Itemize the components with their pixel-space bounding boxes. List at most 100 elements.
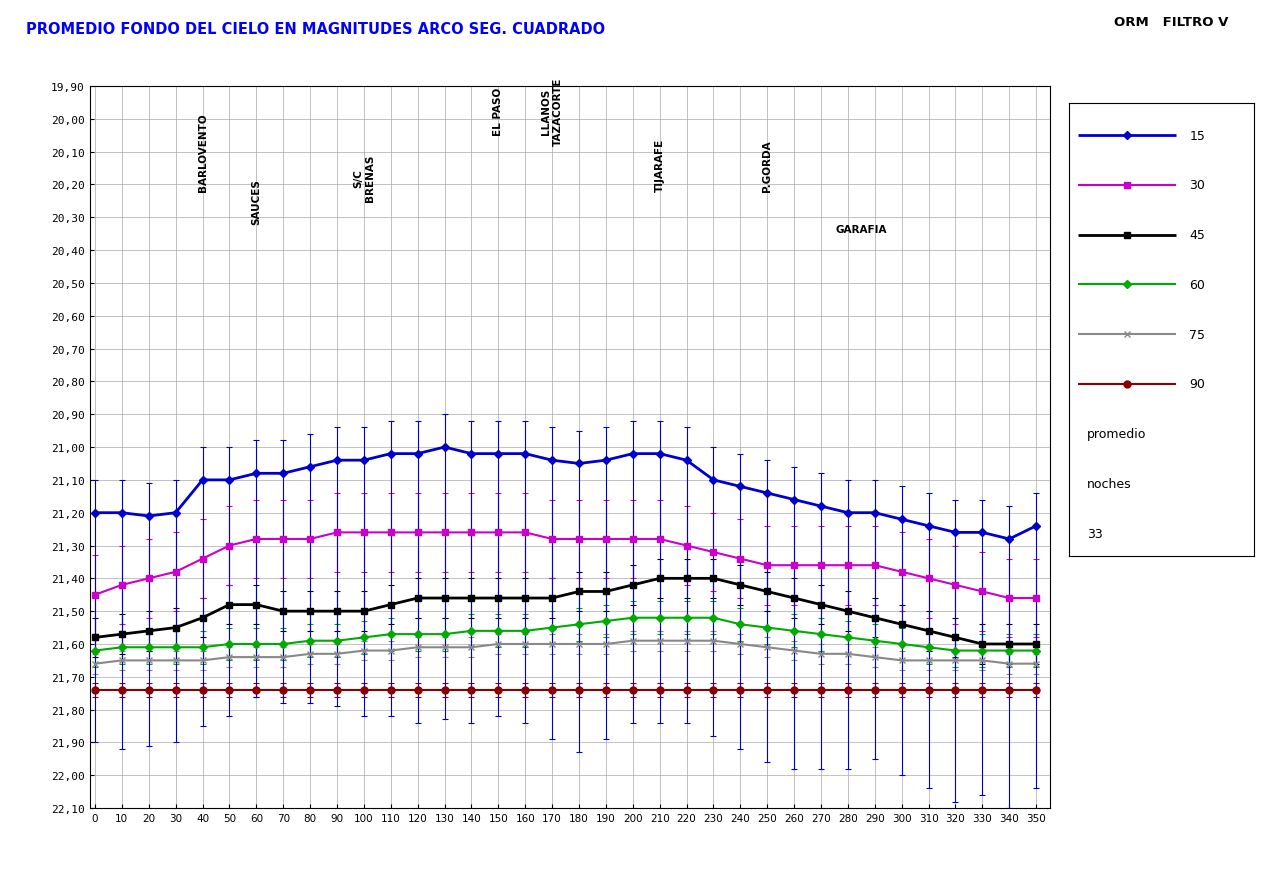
30 [867,561,882,571]
15 [840,507,855,518]
60 [436,629,452,640]
75 [867,652,882,662]
75 [1028,659,1043,669]
Text: 45: 45 [1189,229,1206,242]
45 [383,600,398,610]
30 [463,527,479,538]
15 [625,449,640,460]
75 [436,642,452,653]
90 [920,685,936,695]
15 [920,521,936,532]
75 [490,639,506,649]
75 [141,655,156,666]
15 [974,527,989,538]
15 [168,507,183,518]
15 [652,449,667,460]
90 [947,685,963,695]
45 [867,613,882,623]
30 [678,541,694,551]
90 [490,685,506,695]
30 [114,580,129,590]
30 [221,541,237,551]
30 [947,580,963,590]
60 [114,642,129,653]
30 [813,561,828,571]
30 [893,567,909,577]
15 [436,442,452,453]
Text: P.GORDA: P.GORDA [763,140,772,192]
90 [652,685,667,695]
75 [840,649,855,660]
45 [302,607,317,617]
75 [356,646,371,656]
75 [759,642,774,653]
75 [625,636,640,647]
90 [759,685,774,695]
30 [544,534,559,545]
15 [598,455,613,466]
15 [329,455,344,466]
90 [195,685,210,695]
45 [571,587,586,597]
Text: SAUCES: SAUCES [251,179,261,224]
90 [786,685,801,695]
60 [893,639,909,649]
60 [652,613,667,623]
15 [678,455,694,466]
75 [410,642,425,653]
90 [517,685,532,695]
30 [598,534,613,545]
60 [920,642,936,653]
Text: promedio: promedio [1087,428,1147,441]
60 [168,642,183,653]
30 [275,534,291,545]
45 [920,626,936,636]
30 [87,590,102,600]
15 [947,527,963,538]
60 [1001,646,1016,656]
45 [598,587,613,597]
15 [1028,521,1043,532]
60 [490,626,506,636]
45 [168,622,183,633]
45 [221,600,237,610]
Text: ORM   FILTRO V: ORM FILTRO V [1115,16,1229,29]
Text: 60: 60 [1189,279,1206,291]
60 [356,633,371,643]
60 [571,620,586,630]
45 [840,607,855,617]
90 [1001,685,1016,695]
90 [329,685,344,695]
90 [221,685,237,695]
30 [705,547,721,558]
90 [840,685,855,695]
30 [248,534,264,545]
75 [652,636,667,647]
45 [759,587,774,597]
30 [490,527,506,538]
45 [275,607,291,617]
90 [544,685,559,695]
90 [813,685,828,695]
15 [732,481,748,492]
Text: BARLOVENTO: BARLOVENTO [197,113,207,192]
60 [947,646,963,656]
15 [571,459,586,469]
30 [141,574,156,584]
75 [732,639,748,649]
30 [195,554,210,564]
30 [840,561,855,571]
15 [544,455,559,466]
60 [410,629,425,640]
60 [625,613,640,623]
15 [383,449,398,460]
60 [195,642,210,653]
Text: LLANOS
TAZACORTE: LLANOS TAZACORTE [541,77,563,146]
60 [517,626,532,636]
30 [786,561,801,571]
Text: noches: noches [1087,477,1132,490]
75 [329,649,344,660]
45 [195,613,210,623]
60 [302,636,317,647]
75 [195,655,210,666]
